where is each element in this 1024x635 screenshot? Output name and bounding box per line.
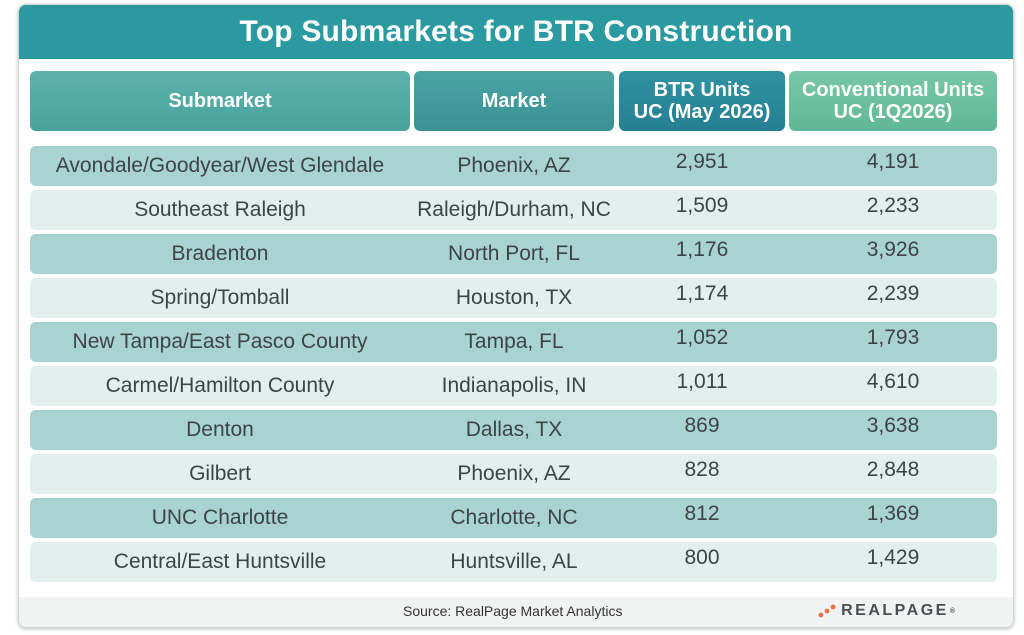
cell-submarket: Gilbert — [189, 462, 251, 485]
header-conventional-units: Conventional Units UC (1Q2026) — [789, 71, 997, 131]
cell-btr-units: 1,052 — [675, 326, 729, 349]
table-row: UNC Charlotte Charlotte, NC 812 1,369 — [30, 498, 997, 538]
cell-btr-units: 812 — [684, 502, 720, 525]
cell-submarket: Avondale/Goodyear/West Glendale — [55, 154, 385, 177]
table-row: New Tampa/East Pasco County Tampa, FL 1,05… — [30, 322, 997, 362]
table-row: Spring/Tomball Houston, TX 1,174 2,239 — [30, 278, 997, 318]
cell-conventional-units: 2,239 — [866, 282, 920, 305]
cell-submarket: UNC Charlotte — [151, 506, 289, 529]
source-note: Source: RealPage Market Analytics — [403, 603, 623, 619]
header-submarket: Submarket — [30, 71, 410, 131]
header-conv-line1: Conventional Units — [801, 79, 985, 101]
page-title: Top Submarkets for BTR Construction — [19, 5, 1013, 59]
table-row: Avondale/Goodyear/West Glendale Phoenix, … — [30, 146, 997, 186]
table-row: Central/East Huntsville Huntsville, AL 800… — [30, 542, 997, 582]
cell-submarket: Carmel/Hamilton County — [105, 374, 335, 397]
table-card: Top Submarkets for BTR Construction Subm… — [18, 4, 1014, 628]
cell-market: Charlotte, NC — [450, 506, 578, 529]
cell-market: Phoenix, AZ — [457, 154, 571, 177]
cell-submarket: Bradenton — [171, 242, 269, 265]
cell-btr-units: 800 — [684, 546, 720, 569]
cell-conventional-units: 3,926 — [866, 238, 920, 261]
cell-submarket: New Tampa/East Pasco County — [72, 330, 368, 353]
cell-market: Phoenix, AZ — [457, 462, 571, 485]
cell-btr-units: 1,011 — [676, 370, 728, 393]
header-btr-units: BTR Units UC (May 2026) — [619, 71, 785, 131]
table-row: Carmel/Hamilton County Indianapolis, IN 1,… — [30, 366, 997, 406]
table-row: Southeast Raleigh Raleigh/Durham, NC 1,509… — [30, 190, 997, 230]
table-row: Denton Dallas, TX 869 3,638 — [30, 410, 997, 450]
header-market-label: Market — [481, 90, 547, 112]
cell-btr-units: 1,509 — [675, 194, 729, 217]
cell-market: Huntsville, AL — [450, 550, 578, 573]
cell-market: Houston, TX — [455, 286, 573, 309]
realpage-logo: REALPAGE ® — [818, 602, 955, 620]
cell-submarket: Denton — [186, 418, 254, 441]
table-row: Bradenton North Port, FL 1,176 3,926 — [30, 234, 997, 274]
cell-conventional-units: 1,429 — [866, 546, 920, 569]
table-row: Gilbert Phoenix, AZ 828 2,848 — [30, 454, 997, 494]
cell-conventional-units: 1,369 — [866, 502, 920, 525]
cell-conventional-units: 3,638 — [866, 414, 920, 437]
cell-market: North Port, FL — [448, 242, 580, 265]
cell-submarket: Central/East Huntsville — [113, 550, 327, 573]
cell-btr-units: 828 — [684, 458, 720, 481]
cell-market: Indianapolis, IN — [441, 374, 587, 397]
cell-market: Dallas, TX — [465, 418, 563, 441]
logo-dots-icon — [818, 604, 836, 618]
header-btr-line2: UC (May 2026) — [633, 101, 771, 123]
cell-submarket: Southeast Raleigh — [134, 198, 306, 221]
cell-market: Raleigh/Durham, NC — [417, 198, 611, 221]
cell-btr-units: 869 — [684, 414, 720, 437]
cell-market: Tampa, FL — [464, 330, 564, 353]
header-submarket-label: Submarket — [168, 90, 272, 112]
cell-conventional-units: 2,848 — [866, 458, 920, 481]
header-btr-line1: BTR Units — [653, 79, 751, 101]
cell-conventional-units: 1,793 — [866, 326, 920, 349]
cell-conventional-units: 4,610 — [866, 370, 920, 393]
header-market: Market — [414, 71, 614, 131]
cell-btr-units: 1,176 — [675, 238, 729, 261]
logo-trademark: ® — [949, 607, 955, 615]
cell-conventional-units: 2,233 — [866, 194, 920, 217]
cell-btr-units: 2,951 — [675, 150, 729, 173]
logo-text: REALPAGE — [841, 602, 949, 619]
cell-conventional-units: 4,191 — [866, 150, 920, 173]
cell-btr-units: 1,174 — [675, 282, 729, 305]
footer: Source: RealPage Market Analytics REALPA… — [19, 597, 1013, 627]
header-conv-line2: UC (1Q2026) — [833, 101, 953, 123]
cell-submarket: Spring/Tomball — [150, 286, 290, 309]
